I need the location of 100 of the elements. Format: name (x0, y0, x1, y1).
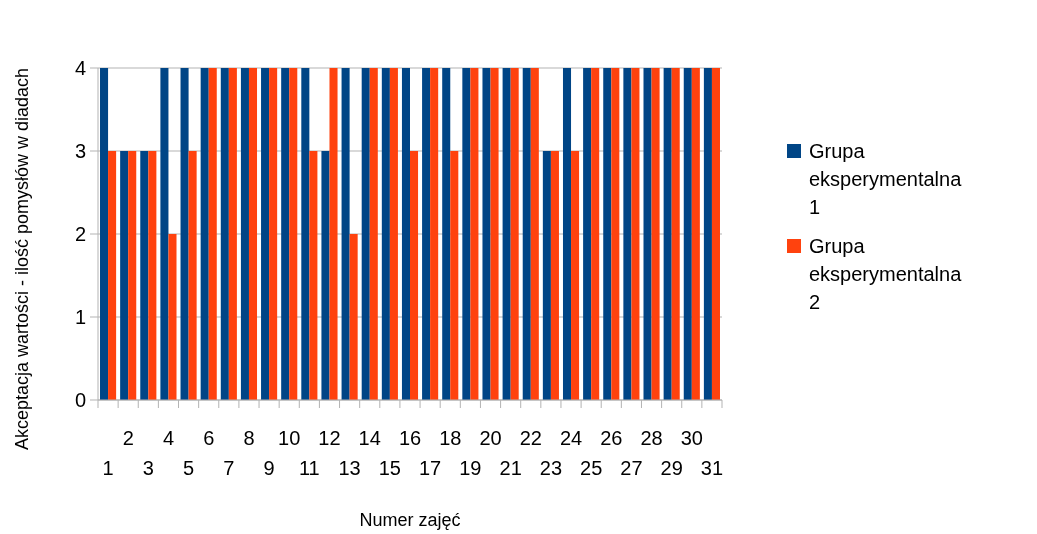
bar (631, 68, 640, 400)
x-tick-label: 10 (278, 427, 301, 449)
bar (430, 68, 439, 400)
x-tick-label: 19 (459, 457, 482, 479)
x-tick-label: 16 (398, 427, 422, 449)
bar (269, 68, 278, 400)
bar (180, 68, 189, 400)
legend-label: Grupa eksperymentalna 2 (809, 235, 963, 313)
x-tick-label: 25 (580, 457, 603, 479)
x-tick-label: 26 (600, 427, 623, 449)
bar (389, 68, 398, 400)
bar (562, 68, 572, 400)
bar (309, 151, 318, 400)
bar (220, 68, 229, 400)
bar (200, 68, 209, 400)
x-tick-label: 20 (479, 427, 502, 449)
bar (571, 151, 580, 400)
y-tick-label: 2 (74, 223, 86, 245)
bar (329, 68, 338, 400)
x-tick-label: 30 (680, 427, 703, 449)
x-tick-label: 24 (559, 427, 583, 449)
bar (240, 68, 249, 400)
bar (301, 68, 310, 400)
x-tick-label: 31 (700, 457, 724, 479)
bar (361, 68, 370, 400)
y-tick-label: 4 (74, 57, 86, 79)
x-tick-label: 1 (102, 457, 114, 479)
bar (208, 68, 217, 400)
x-tick-label: 4 (162, 427, 175, 449)
bar (410, 151, 419, 400)
bar (341, 68, 350, 400)
bar (168, 234, 177, 400)
bar (482, 68, 491, 400)
bar (261, 68, 270, 400)
x-tick-label: 23 (539, 457, 563, 479)
bar (643, 68, 652, 400)
bar (603, 68, 612, 400)
y-tick-label: 3 (74, 140, 86, 162)
x-tick-label: 5 (183, 457, 195, 479)
bar (591, 68, 600, 400)
bar (530, 68, 539, 400)
bar (188, 151, 197, 400)
x-tick-label: 22 (519, 427, 542, 449)
bar (160, 68, 169, 400)
x-tick-label: 28 (640, 427, 663, 449)
y-tick-label: 1 (74, 306, 86, 328)
x-tick-label: 3 (142, 457, 154, 479)
bar (148, 151, 157, 400)
bar (228, 68, 237, 400)
bar (510, 68, 519, 400)
bar (289, 68, 298, 400)
bar (248, 68, 258, 400)
x-tick-label: 15 (378, 457, 401, 479)
bar (623, 68, 632, 400)
bar (381, 68, 390, 400)
bar (490, 68, 499, 400)
bar (422, 68, 431, 400)
bar (691, 68, 700, 400)
x-tick-label: 2 (122, 427, 134, 449)
x-tick-label: 6 (203, 427, 215, 449)
x-tick-label: 13 (338, 457, 361, 479)
bar (651, 68, 660, 400)
x-tick-label: 11 (298, 457, 320, 479)
bar (663, 68, 672, 400)
y-tick-label: 0 (74, 389, 86, 411)
y-axis-title: Akceptacja wartości - ilość pomysłów w diadach (12, 67, 32, 451)
bar (502, 68, 511, 400)
x-tick-label: 29 (660, 457, 683, 479)
bar (550, 151, 559, 400)
x-tick-label: 14 (358, 427, 381, 449)
bar (369, 68, 378, 400)
bar (450, 151, 459, 400)
bar (671, 68, 680, 400)
x-tick-label: 21 (499, 457, 522, 479)
x-tick-label: 17 (419, 457, 442, 479)
bar (522, 68, 531, 400)
x-axis-title: Numer zajęć (359, 510, 461, 530)
bar (349, 234, 358, 400)
x-tick-label: 9 (263, 457, 275, 479)
x-tick-label: 27 (620, 457, 643, 479)
bar (542, 151, 551, 400)
bar (281, 68, 290, 400)
bar (462, 68, 471, 400)
bar (140, 151, 149, 400)
bar (401, 68, 410, 400)
bar (108, 151, 117, 400)
bar (321, 151, 330, 400)
x-tick-label: 12 (318, 427, 341, 449)
x-tick-label: 7 (223, 457, 235, 479)
bar (470, 68, 479, 400)
x-tick-label: 18 (439, 427, 462, 449)
bar (611, 68, 620, 400)
legend-label: Grupa eksperymentalna 1 (809, 140, 963, 218)
bar (683, 68, 692, 400)
bar (120, 151, 129, 400)
bar (711, 68, 720, 400)
bar (442, 68, 451, 400)
x-tick-label: 8 (243, 427, 255, 449)
bar (703, 68, 712, 400)
bar (128, 151, 137, 400)
